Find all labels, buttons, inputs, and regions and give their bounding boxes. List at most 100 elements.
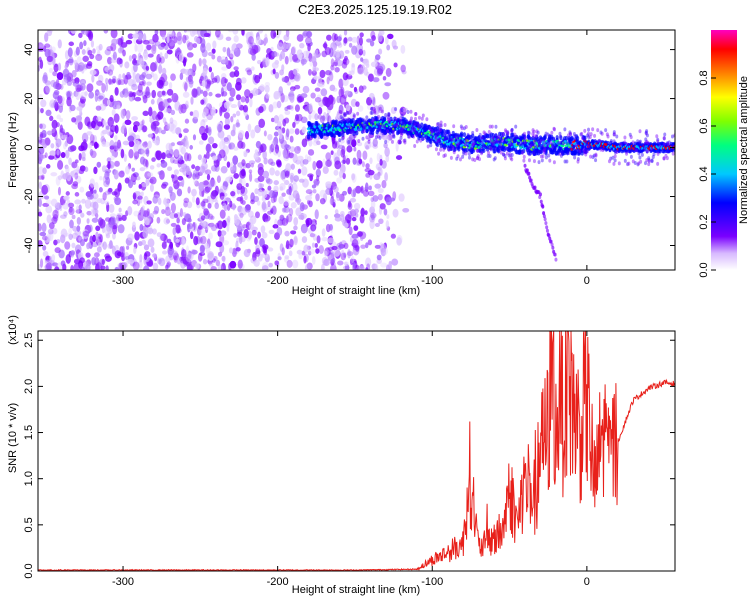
heatmap-cell	[345, 157, 351, 165]
heatmap-cell	[529, 140, 533, 145]
heatmap-cell	[338, 144, 344, 150]
heatmap-cell	[550, 130, 554, 135]
heatmap-cell	[370, 130, 375, 136]
heatmap-cell	[411, 125, 415, 130]
heatmap-cell	[279, 243, 284, 252]
heatmap-cell	[143, 252, 148, 261]
heatmap-cell	[583, 128, 587, 133]
heatmap-cell	[596, 128, 600, 133]
heatmap-cell	[662, 136, 666, 141]
heatmap-cell	[382, 124, 386, 129]
heatmap-cell	[308, 248, 316, 255]
heatmap-cell	[316, 94, 322, 99]
heatmap-cell	[48, 155, 55, 160]
heatmap-cell	[467, 151, 471, 156]
heatmap-cell	[349, 197, 357, 203]
heatmap-cell	[394, 117, 398, 122]
heatmap-cell	[154, 61, 158, 71]
heatmap-cell	[666, 140, 670, 145]
heatmap-cell	[239, 196, 244, 205]
heatmap-cell	[296, 249, 303, 255]
heatmap-cell	[86, 131, 93, 136]
heatmap-cell	[319, 69, 326, 79]
heatmap-cell	[483, 131, 487, 136]
heatmap-cell	[532, 129, 536, 134]
heatmap-cell	[289, 238, 294, 248]
heatmap-cell	[171, 31, 177, 38]
heatmap-cell	[344, 117, 348, 122]
heatmap-cell	[640, 152, 644, 157]
heatmap-cell	[391, 123, 395, 128]
heatmap-cell	[360, 57, 364, 62]
heatmap-cell	[294, 146, 301, 154]
heatmap-cell	[235, 94, 242, 101]
heatmap-cell	[384, 112, 388, 117]
heatmap-cell	[166, 33, 170, 44]
heatmap-cell	[223, 78, 229, 84]
heatmap-cell	[351, 233, 359, 239]
heatmap-cell	[521, 132, 525, 137]
heatmap-cell	[73, 263, 80, 270]
heatmap-cell	[115, 215, 119, 224]
heatmap-cell	[343, 113, 347, 118]
heatmap-cell	[106, 157, 112, 163]
heatmap-cell	[354, 208, 360, 214]
heatmap-cell	[370, 116, 375, 122]
heatmap-cell	[102, 192, 107, 201]
heatmap-cell	[192, 173, 197, 180]
heatmap-cell	[588, 144, 592, 149]
heatmap-cell	[442, 147, 446, 152]
heatmap-cell	[362, 85, 367, 90]
heatmap-cell	[70, 170, 75, 178]
heatmap-cell	[212, 40, 217, 49]
heatmap-cell	[91, 120, 96, 129]
heatmap-cell	[63, 142, 67, 150]
heatmap-cell	[95, 105, 102, 111]
heatmap-cell	[409, 120, 413, 126]
heatmap-cell	[82, 55, 89, 62]
heatmap-cell	[399, 116, 403, 121]
heatmap-cell	[315, 49, 319, 59]
heatmap-cell	[125, 39, 133, 45]
heatmap-cell	[471, 130, 475, 135]
heatmap-cell	[95, 225, 101, 232]
heatmap-cell	[155, 150, 162, 161]
heatmap-cell	[358, 264, 365, 270]
heatmap-cell	[166, 88, 174, 96]
y-tick-label: -40	[23, 238, 35, 254]
heatmap-cell	[45, 205, 53, 214]
heatmap-cell	[499, 150, 503, 155]
heatmap-cell	[56, 149, 60, 156]
heatmap-cell	[339, 115, 343, 120]
heatmap-cell	[47, 228, 54, 235]
heatmap-cell	[62, 263, 67, 270]
heatmap-cell	[369, 157, 373, 165]
heatmap-cell	[656, 151, 660, 156]
heatmap-cell	[437, 131, 441, 136]
heatmap-cell	[506, 130, 510, 135]
heatmap-cell	[358, 158, 363, 165]
heatmap-cell	[273, 131, 279, 137]
heatmap-cell	[378, 30, 385, 36]
heatmap-cell	[39, 258, 44, 268]
heatmap-cell	[160, 129, 166, 135]
heatmap-cell	[360, 244, 367, 249]
heatmap-cell	[156, 232, 162, 238]
heatmap-cell	[258, 182, 263, 190]
heatmap-cell	[293, 216, 299, 226]
heatmap-cell	[118, 207, 122, 213]
heatmap-cell	[378, 125, 382, 130]
heatmap-cell	[400, 64, 406, 73]
heatmap-cell	[42, 74, 48, 84]
heatmap-cell	[384, 139, 388, 144]
heatmap-cell	[585, 149, 589, 154]
heatmap-cell	[486, 153, 490, 158]
heatmap-cell	[325, 188, 332, 195]
heatmap-cell	[380, 243, 387, 253]
heatmap-cell	[124, 119, 132, 126]
heatmap-cell	[272, 224, 279, 229]
heatmap-cell	[237, 259, 243, 269]
heatmap-cell	[435, 139, 439, 144]
heatmap-cell	[378, 218, 384, 225]
heatmap-cell	[191, 196, 196, 203]
